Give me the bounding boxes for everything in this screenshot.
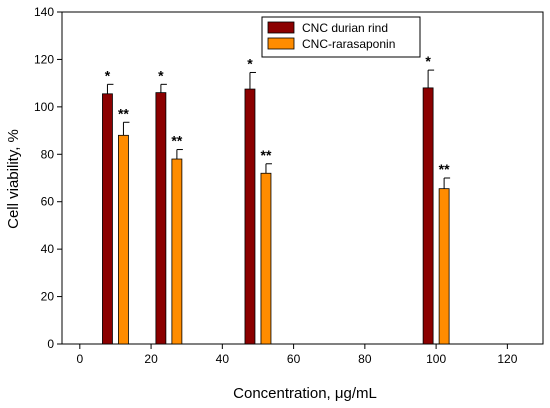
bar [171,158,183,345]
significance-label: ** [261,147,272,163]
bar [438,188,450,345]
significance-label: ** [439,161,450,177]
y-axis: 0 20 40 60 80 100 120 140 [34,5,62,351]
bar [102,93,113,345]
legend-swatch [267,21,295,34]
legend-label: CNC-rarasaponin [302,37,395,51]
significance-label: * [247,55,253,71]
legend: CNC durian rind CNC-rarasaponin [261,16,421,58]
significance-label: ** [171,133,182,149]
error-bars-layer [106,69,451,189]
annotations-layer: * ** ********* [105,53,450,177]
legend-label: CNC durian rind [302,21,388,35]
bar [118,134,129,345]
legend-swatch [267,37,295,50]
y-tick-label: 40 [41,242,55,256]
bar [260,172,272,345]
significance-label: * [425,53,431,69]
x-axis: 0 20 40 60 80 100 120 [76,344,518,366]
y-tick-label: 80 [41,147,55,161]
y-tick-label: 140 [34,5,54,19]
y-axis-title: Cell viability, % [5,129,22,229]
y-tick-label: 0 [47,337,54,351]
x-tick-label: 120 [497,352,517,366]
significance-label: * [105,67,111,83]
bars-layer [102,87,450,345]
significance-label: ** [118,105,129,121]
x-tick-label: 80 [358,352,372,366]
bar [244,88,256,345]
x-axis-title: Concentration, μg/mL [233,385,377,402]
x-tick-label: 60 [287,352,301,366]
x-tick-label: 0 [76,352,83,366]
plot-frame [61,11,544,345]
x-tick-label: 40 [216,352,230,366]
y-tick-label: 20 [41,290,55,304]
x-tick-label: 100 [426,352,446,366]
significance-label: * [158,67,164,83]
bar [155,92,167,345]
y-tick-label: 100 [34,100,54,114]
plot-area [61,11,544,345]
bar [422,87,434,345]
y-tick-label: 120 [34,52,54,66]
y-tick-label: 60 [41,195,55,209]
x-tick-label: 20 [144,352,158,366]
